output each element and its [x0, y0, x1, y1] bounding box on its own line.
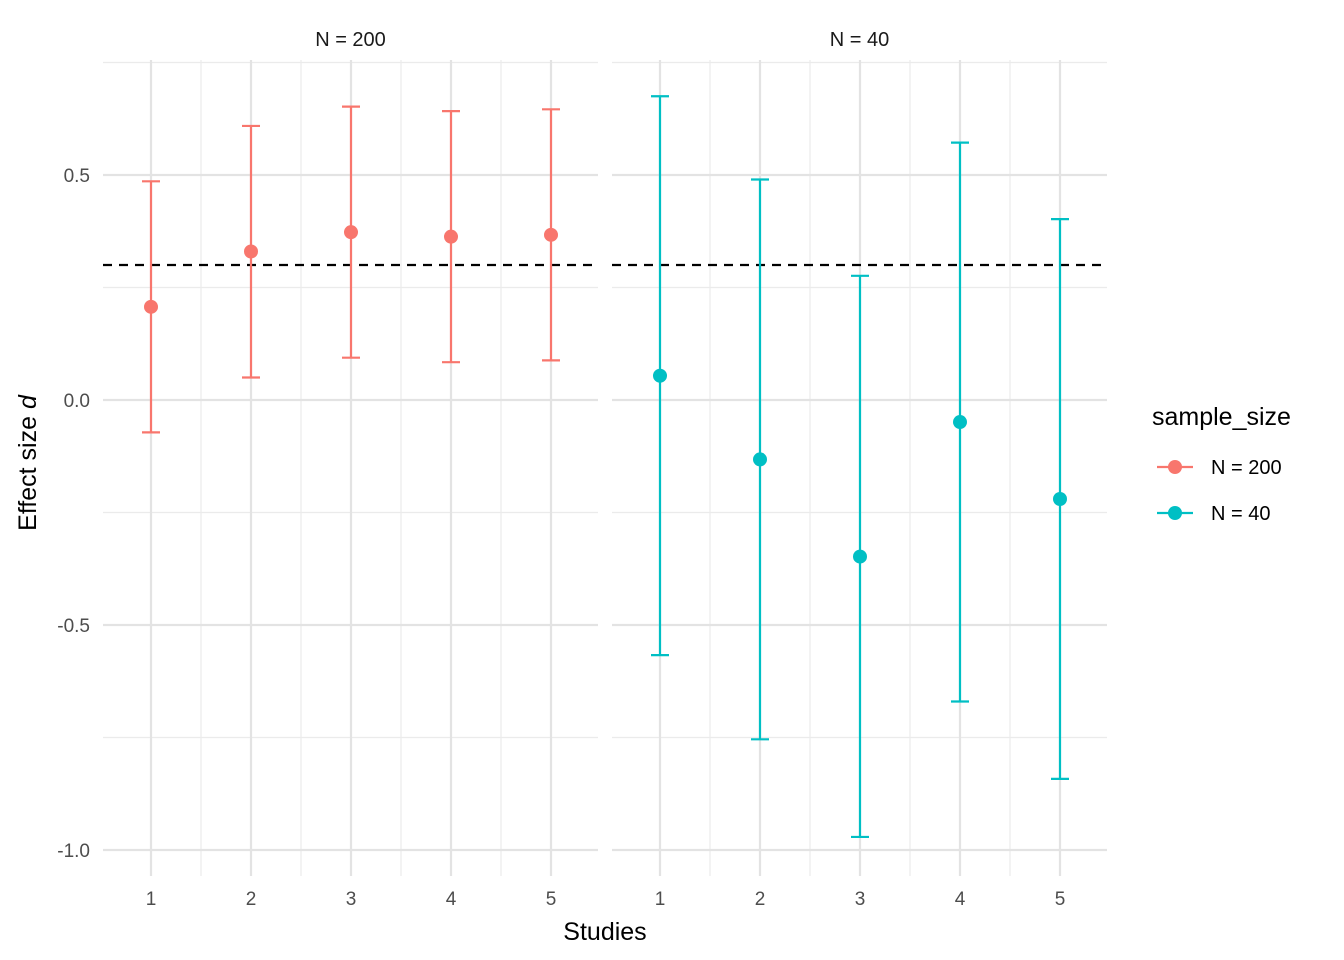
- data-point: [653, 368, 667, 383]
- x-tick-label: 5: [1055, 889, 1066, 910]
- y-axis-title-main: Effect size: [14, 409, 42, 531]
- panel-2: N = 40 1 2 3 4 5: [612, 29, 1107, 910]
- y-tick-label: -0.5: [57, 616, 90, 637]
- data-point: [1053, 492, 1067, 506]
- x-tick-label: 1: [655, 889, 666, 910]
- legend-key-point: [1168, 506, 1182, 520]
- data-point: [953, 415, 967, 430]
- x-tick-label: 3: [346, 889, 357, 910]
- data-point: [544, 227, 558, 242]
- x-tick-label: 2: [755, 889, 766, 910]
- data-point: [244, 244, 258, 259]
- x-tick-label: 4: [446, 889, 457, 910]
- data-point: [753, 452, 767, 467]
- panel-strip-label: N = 40: [830, 29, 889, 51]
- legend-label: N = 200: [1211, 457, 1282, 479]
- data-point: [344, 225, 358, 240]
- data-point: [444, 229, 458, 244]
- x-tick-label: 1: [146, 889, 157, 910]
- legend-key-point: [1168, 460, 1182, 474]
- data-point: [853, 549, 867, 564]
- y-axis: -1.0 -0.5 0.0 0.5: [57, 166, 90, 862]
- x-tick-label: 4: [955, 889, 966, 910]
- y-tick-label: 0.5: [64, 166, 90, 187]
- panel-1: N = 200 1 2 3 4 5: [103, 29, 598, 910]
- y-tick-label: -1.0: [57, 841, 90, 862]
- panel-strip-label: N = 200: [315, 29, 386, 51]
- x-tick-label: 2: [246, 889, 257, 910]
- y-axis-title-italic: d: [14, 394, 42, 409]
- x-tick-label: 3: [855, 889, 866, 910]
- legend-item: N = 40: [1157, 503, 1270, 525]
- y-axis-title: Effect size d: [14, 394, 42, 531]
- legend-item: N = 200: [1157, 457, 1282, 479]
- panels: N = 200 1 2 3 4 5 N = 40 1 2 3 4 5: [103, 29, 1107, 910]
- legend: sample_size N = 200 N = 40: [1152, 403, 1291, 525]
- y-tick-label: 0.0: [64, 391, 90, 412]
- legend-title: sample_size: [1152, 403, 1291, 431]
- x-axis-title: Studies: [563, 918, 646, 946]
- x-tick-label: 5: [546, 889, 557, 910]
- data-point: [144, 299, 158, 314]
- legend-label: N = 40: [1211, 503, 1270, 525]
